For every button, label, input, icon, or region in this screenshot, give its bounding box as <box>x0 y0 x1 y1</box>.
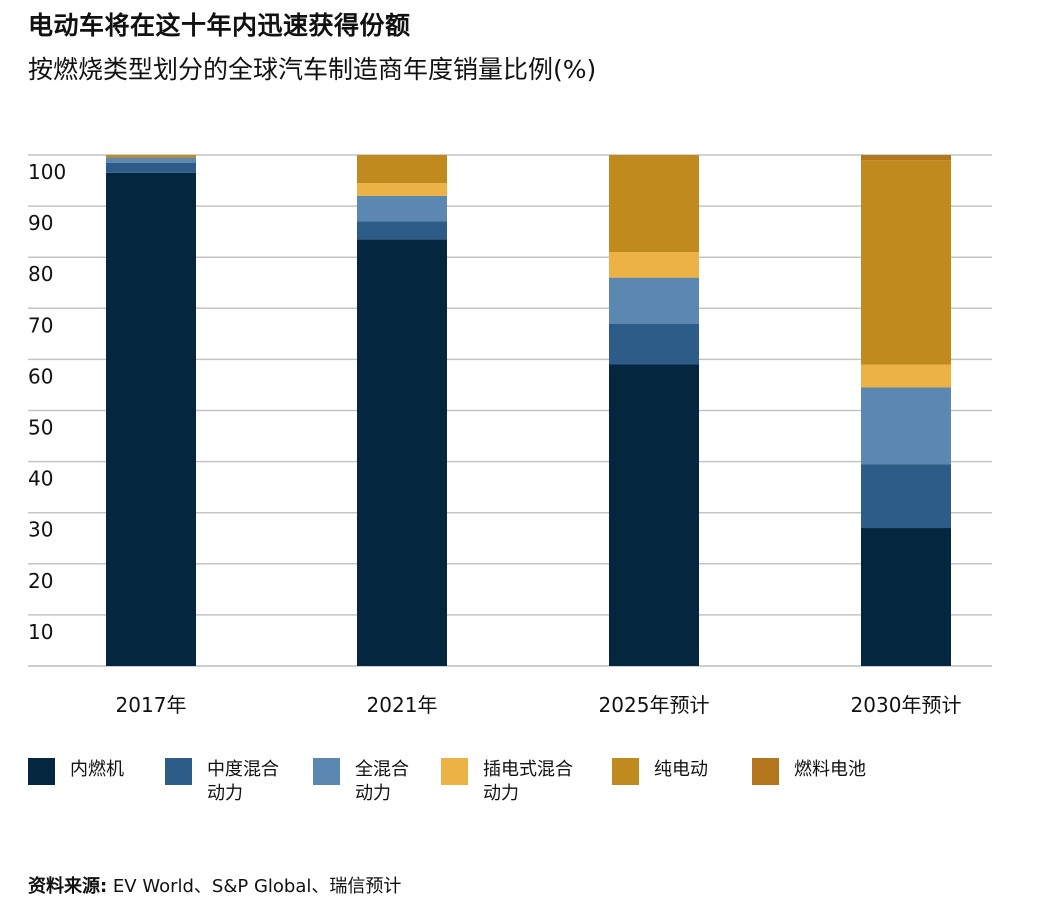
bar-segment <box>861 155 951 161</box>
legend-swatch <box>313 758 340 785</box>
legend-item: 中度混合 动力 <box>165 758 279 806</box>
bar-segment <box>861 528 951 666</box>
y-tick-label: 70 <box>28 313 53 337</box>
legend-item: 内燃机 <box>28 758 124 785</box>
legend-label: 内燃机 <box>70 759 124 780</box>
source-note: 资料来源: EV World、S&P Global、瑞信预计 <box>28 872 401 898</box>
x-tick-label: 2017年 <box>116 693 187 717</box>
legend-swatch <box>441 758 468 785</box>
x-tick-label: 2030年预计 <box>851 693 962 717</box>
bar-segment <box>106 157 196 163</box>
bar-segment <box>861 464 951 529</box>
y-tick-label: 90 <box>28 211 53 235</box>
y-tick-label: 60 <box>28 364 53 388</box>
chart-legend: 内燃机 中度混合 动力 全混合 动力 插电式混合 动力 纯电动 燃料电池 <box>0 758 1054 818</box>
legend-label: 插电式混合 动力 <box>483 759 573 804</box>
legend-label: 全混合 动力 <box>355 759 409 804</box>
bar-segment <box>609 252 699 278</box>
x-tick-label: 2025年预计 <box>599 693 710 717</box>
bar-segment <box>106 162 196 173</box>
source-label: 资料来源: <box>28 876 108 897</box>
bar-segment <box>357 221 447 240</box>
bar-segment <box>357 239 447 666</box>
legend-swatch <box>752 758 779 785</box>
bar-segment <box>609 277 699 324</box>
legend-label: 燃料电池 <box>794 759 866 780</box>
source-text: EV World、S&P Global、瑞信预计 <box>107 876 402 897</box>
y-tick-label: 50 <box>28 416 53 440</box>
bar-segment <box>357 183 447 196</box>
legend-swatch <box>612 758 639 785</box>
legend-label: 纯电动 <box>654 759 708 780</box>
bar-segment <box>861 387 951 465</box>
bar-segment <box>357 155 447 184</box>
bar-segment <box>106 155 196 158</box>
legend-item: 全混合 动力 <box>313 758 409 806</box>
bar-segment <box>609 323 699 365</box>
legend-label: 中度混合 动力 <box>207 759 279 804</box>
bar-segment <box>609 364 699 666</box>
legend-swatch <box>28 758 55 785</box>
x-tick-label: 2021年 <box>367 693 438 717</box>
y-tick-label: 100 <box>28 160 66 184</box>
legend-item: 纯电动 <box>612 758 708 785</box>
bar-segment <box>609 155 699 253</box>
chart-subtitle: 按燃烧类型划分的全球汽车制造商年度销量比例(%) <box>28 55 597 84</box>
y-tick-label: 40 <box>28 467 53 491</box>
legend-swatch <box>165 758 192 785</box>
legend-item: 燃料电池 <box>752 758 866 785</box>
bar-segment <box>357 195 447 222</box>
legend-item: 插电式混合 动力 <box>441 758 573 806</box>
y-tick-label: 10 <box>28 620 53 644</box>
bar-segment <box>861 364 951 388</box>
y-tick-label: 80 <box>28 262 53 286</box>
y-tick-label: 30 <box>28 518 53 542</box>
bar-segment <box>106 172 196 666</box>
y-tick-label: 20 <box>28 569 53 593</box>
stacked-bar-chart: 10 20 30 40 50 60 70 80 90 100 2017年 2021年 2025年预计 20… <box>28 154 992 717</box>
chart-title: 电动车将在这十年内迅速获得份额 <box>28 11 411 40</box>
bar-segment <box>861 160 951 365</box>
